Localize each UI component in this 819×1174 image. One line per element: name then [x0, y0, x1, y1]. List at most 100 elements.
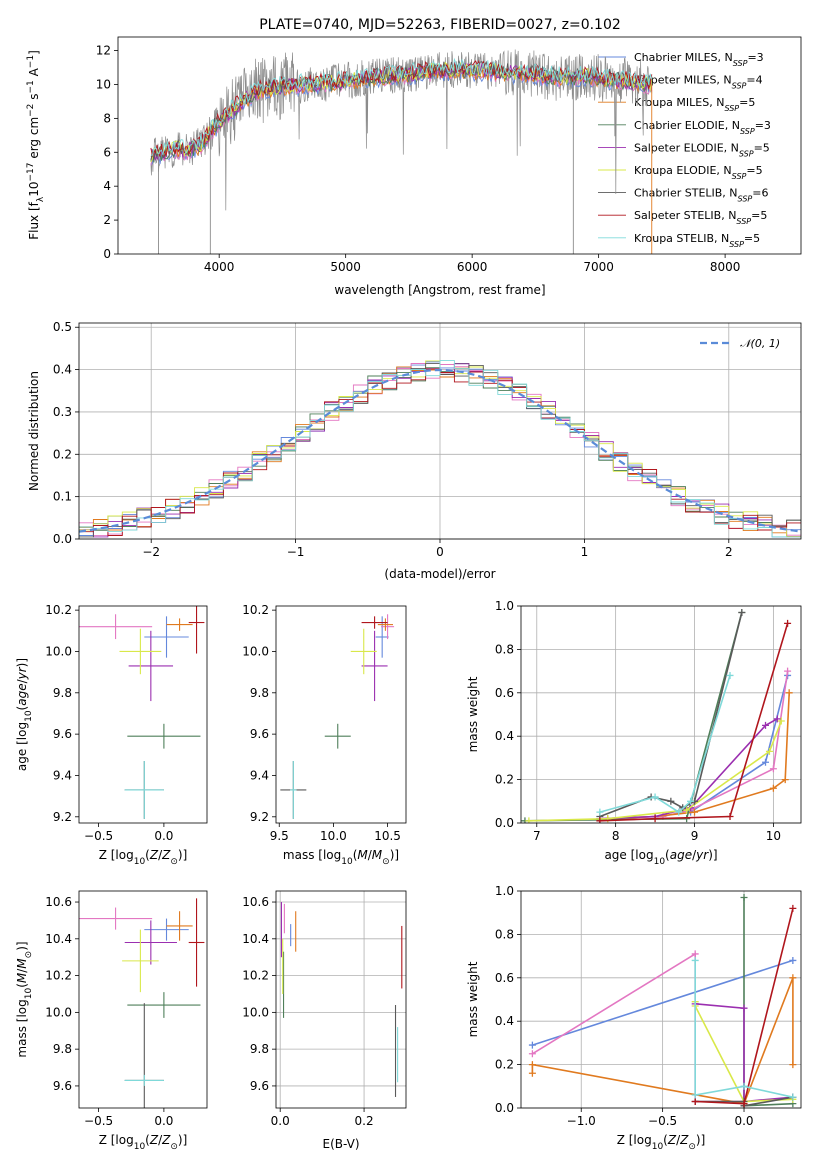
weight-marker	[740, 1082, 748, 1090]
x-tick-label: 10.5	[374, 829, 401, 843]
label-part: −2	[26, 104, 36, 117]
legend-text: =4	[746, 74, 762, 87]
legend-subscript: SSP	[732, 172, 747, 181]
x-tick-label: 7000	[583, 260, 614, 274]
label-part: /	[368, 848, 373, 862]
chart-age_vs_mass: 9.5 10.0 10.5 9.2 9.4 9.6 9.8 10.0 10.2 mass [log…	[242, 603, 407, 867]
axes-frame	[275, 890, 407, 1109]
label-part: yr	[695, 848, 709, 862]
y-tick-label: 0.4	[495, 1014, 514, 1028]
x-axis-label: (data-model)/error	[384, 567, 495, 581]
label-part: age [log	[15, 722, 29, 771]
label-part: (	[145, 848, 150, 862]
legend-text: Chabrier ELODIE, N	[634, 119, 740, 132]
x-tick-label: −0.5	[648, 1114, 677, 1128]
x-axis-label: Z [log10(Z/Z⊙)]	[99, 1133, 188, 1152]
label-part: −1	[26, 55, 36, 68]
label-part: )]	[15, 658, 29, 667]
y-tick-label: 0.3	[53, 405, 72, 419]
x-tick-label: 2	[725, 545, 733, 559]
y-tick-label: 0.6	[495, 971, 514, 985]
y-tick-label: 9.2	[250, 810, 269, 824]
weight-marker	[777, 717, 785, 725]
plot-area	[521, 609, 793, 823]
legend-text: Kroupa ELODIE, N	[634, 164, 732, 177]
y-tick-label: 10.2	[45, 603, 72, 617]
label-part: Flux [f	[27, 201, 41, 239]
label-part: age	[670, 848, 692, 862]
legend-text: =5	[746, 164, 762, 177]
plot-area	[280, 902, 403, 1097]
weight-marker	[726, 671, 734, 679]
x-axis-label: age [log10(age/yr)]	[604, 848, 717, 867]
x-tick-label: −2	[142, 545, 160, 559]
y-tick-label: 10.2	[242, 603, 269, 617]
x-axis-label: Z [log10(Z/Z⊙)]	[617, 1133, 706, 1152]
legend-text: Kroupa STELIB, N	[634, 232, 729, 245]
legend-entry-4: Salpeter ELODIE, NSSP=5	[634, 141, 770, 158]
x-tick-label: 0.0	[271, 1114, 290, 1128]
label-part: /	[158, 848, 163, 862]
y-tick-label: 9.4	[250, 768, 269, 782]
label-part: ⊙	[688, 1142, 696, 1152]
x-tick-label: 9	[691, 829, 699, 843]
y-tick-label: 10	[96, 77, 111, 91]
x-tick-label: 8000	[710, 260, 741, 274]
figure-title: PLATE=0740, MJD=52263, FIBERID=0027, z=0…	[259, 17, 621, 33]
axes-frame	[520, 890, 802, 1109]
chart-mass_vs_Z: −0.5 0.09.69.810.010.210.410.6Z [log10(Z/…	[15, 890, 208, 1152]
y-tick-label: 10.0	[242, 1005, 269, 1019]
weight-marker	[687, 797, 695, 805]
x-tick-label: 10.0	[320, 829, 347, 843]
label-part: M	[15, 972, 29, 983]
label-part: ⊙	[170, 1142, 178, 1152]
label-part: −1	[26, 80, 36, 93]
legend-text: Salpeter MILES, N	[634, 74, 732, 87]
y-tick-label: 6	[103, 145, 111, 159]
y-tick-label: 1.0	[495, 884, 514, 898]
x-tick-label: 0	[436, 545, 444, 559]
y-tick-label: 0	[103, 247, 111, 261]
weight-line-3	[524, 612, 743, 822]
weight-marker	[683, 806, 691, 814]
weight-marker	[691, 808, 699, 816]
x-tick-label: 6000	[457, 260, 488, 274]
weight-marker	[738, 609, 746, 617]
chart-age_vs_Z: −0.5 0.09.29.49.69.810.010.2Z [log10(Z/Z⊙…	[15, 603, 208, 867]
y-axis-label: mass [log10(M/M⊙)]	[15, 941, 34, 1057]
weight-marker	[740, 1100, 748, 1108]
y-tick-label: 10.6	[242, 895, 269, 909]
y-axis-label: mass weight	[466, 676, 480, 752]
weight-marker	[691, 956, 699, 964]
label-part: (	[353, 848, 358, 862]
label-part: erg cm	[27, 117, 41, 163]
weight-marker	[789, 1061, 797, 1069]
y-tick-label: 2	[103, 213, 111, 227]
weight-line-4	[695, 1003, 793, 1103]
weight-marker	[773, 715, 781, 723]
legend-text: =5	[754, 141, 770, 154]
weight-marker	[789, 956, 797, 964]
y-tick-label: 10.0	[45, 1005, 72, 1019]
label-part: age	[15, 683, 29, 705]
plot-area	[280, 614, 395, 819]
label-part: 10	[341, 857, 353, 867]
label-part: yr	[15, 666, 29, 680]
weight-marker	[762, 758, 770, 766]
y-tick-label: 10.2	[242, 969, 269, 983]
label-part: )]	[390, 848, 399, 862]
label-part: Z	[149, 1133, 159, 1147]
y-tick-label: 10.0	[242, 644, 269, 658]
label-part: λ	[36, 196, 46, 202]
y-tick-label: 9.2	[53, 810, 72, 824]
weight-marker	[528, 1041, 536, 1049]
y-tick-label: 0.1	[53, 490, 72, 504]
label-part: )]	[15, 941, 29, 950]
label-part: 10	[134, 1142, 146, 1152]
label-part: /	[676, 1133, 681, 1147]
x-tick-label: 8	[612, 829, 620, 843]
label-part: Z	[161, 1133, 171, 1147]
weight-marker	[528, 1050, 536, 1058]
y-tick-label: 0.0	[495, 1101, 514, 1115]
chart-spectrum: 4000 5000 6000 7000 8000 0 2 4 6 8 10 12 wavelength …	[26, 36, 802, 297]
